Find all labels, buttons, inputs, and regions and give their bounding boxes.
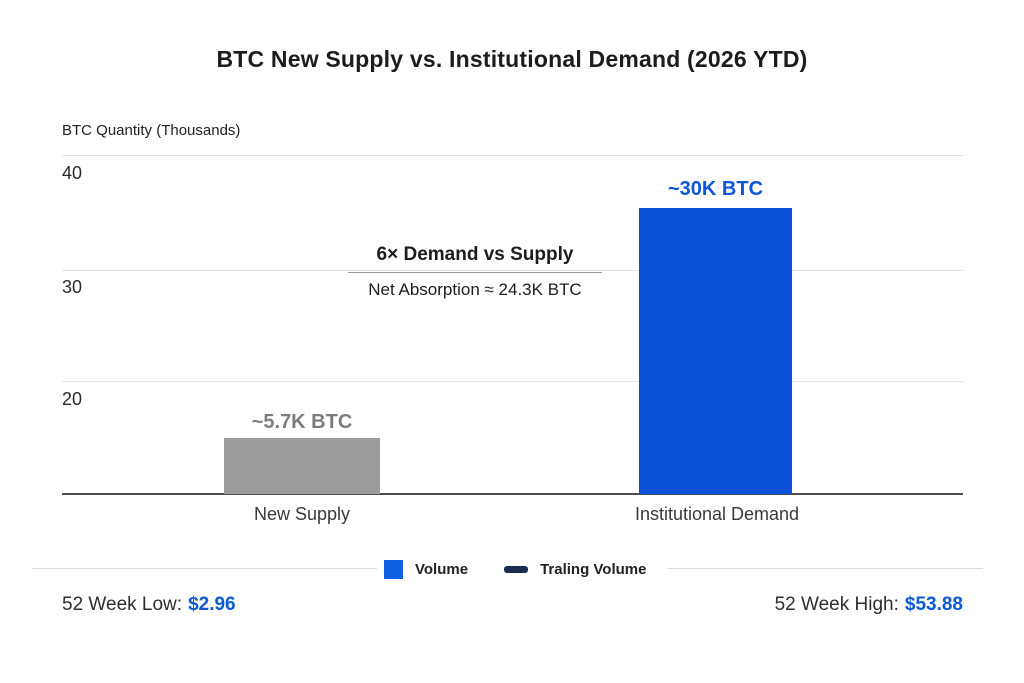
week-high-stat: 52 Week High: $53.88	[775, 594, 963, 616]
demand-bar	[639, 208, 792, 494]
category-label-institutional-demand: Institutional Demand	[634, 504, 800, 524]
legend-items: Volume Traling Volume	[384, 556, 652, 582]
demand-bar-value-label: ~30K BTC	[667, 178, 764, 200]
ratio-annotation-headline: 6× Demand vs Supply	[376, 244, 574, 265]
supply-bar-value-label: ~5.7K BTC	[251, 411, 353, 433]
supply-bar	[224, 438, 380, 494]
week-low-label: 52 Week Low:	[62, 594, 183, 615]
stats-row: 52 Week Low: $2.96 52 Week High: $53.88	[62, 594, 963, 616]
gridline-40	[62, 155, 963, 156]
week-low-value: $2.96	[188, 594, 236, 615]
legend-divider-left	[32, 568, 377, 569]
legend-label-trailing-volume: Traling Volume	[540, 560, 647, 578]
ratio-annotation-subtext: Net Absorption ≈ 24.3K BTC	[368, 280, 582, 299]
x-axis-baseline	[62, 493, 963, 495]
week-high-value: $53.88	[904, 594, 963, 615]
y-tick-40: 40	[62, 163, 83, 183]
legend-divider-right	[668, 568, 983, 569]
volume-swatch-icon	[384, 559, 403, 579]
annotation-divider	[348, 272, 602, 273]
ratio-annotation: 6× Demand vs Supply Net Absorption ≈ 24.…	[320, 244, 630, 300]
week-high-label: 52 Week High:	[774, 594, 899, 615]
legend: Volume Traling Volume	[0, 556, 1024, 582]
y-tick-30: 30	[62, 277, 83, 297]
week-low-stat: 52 Week Low: $2.96	[62, 594, 236, 616]
gridline-30	[62, 270, 963, 271]
category-label-new-supply: New Supply	[253, 504, 351, 524]
y-axis-title: BTC Quantity (Thousands)	[62, 122, 241, 139]
y-tick-20: 20	[62, 389, 83, 409]
trailing-volume-swatch-icon	[504, 565, 529, 573]
chart-title: BTC New Supply vs. Institutional Demand …	[216, 46, 808, 72]
gridline-20	[62, 381, 963, 382]
legend-label-volume: Volume	[415, 560, 469, 578]
